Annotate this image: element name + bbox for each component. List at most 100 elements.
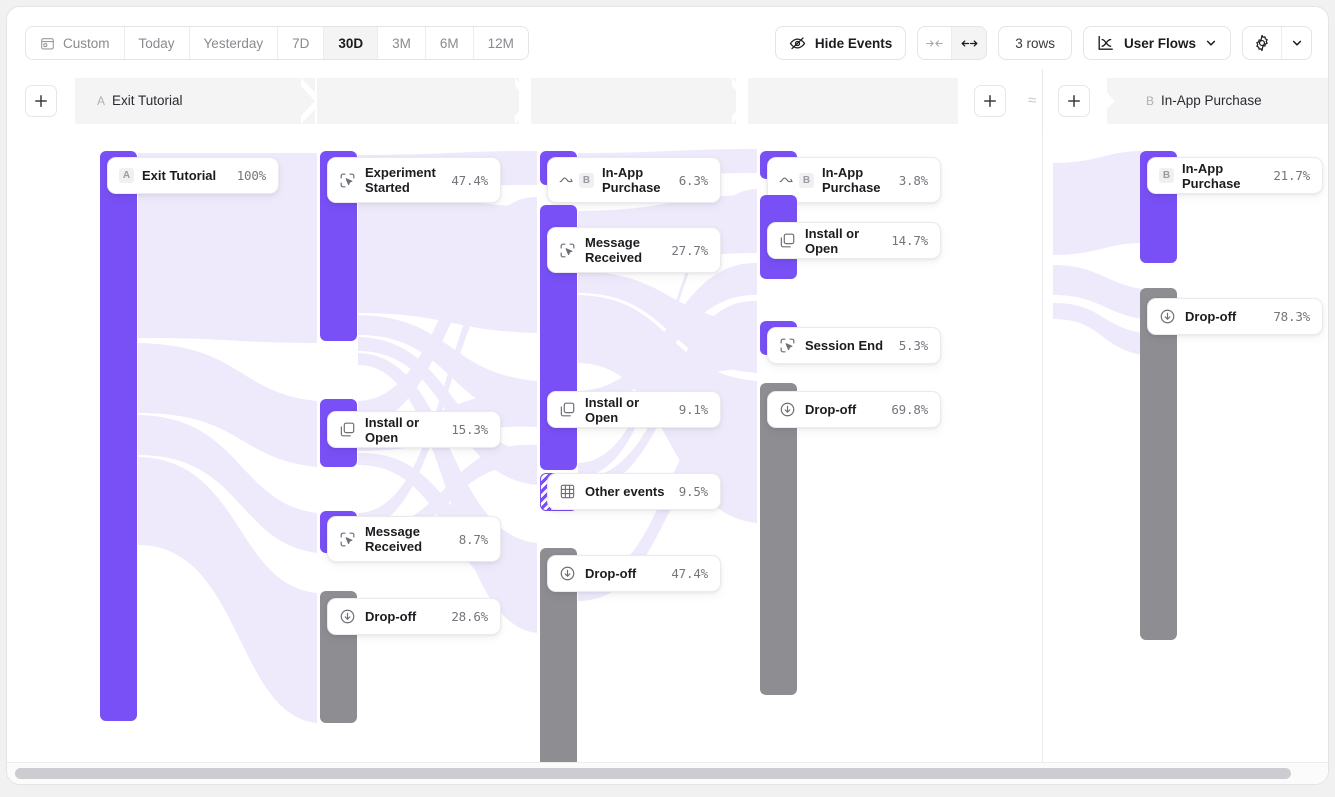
date-range-yesterday-label: Yesterday (203, 35, 264, 51)
node-value: 9.5% (678, 484, 709, 499)
node-message-received-c2[interactable]: Message Received 27.7% (547, 227, 721, 273)
date-range-7d-label: 7D (292, 35, 310, 51)
date-range-30d[interactable]: 30D (324, 27, 379, 59)
node-in-app-purchase-c4[interactable]: B In-App Purchase 21.7% (1147, 157, 1323, 194)
hide-events-button[interactable]: Hide Events (774, 26, 907, 60)
badge-a: A (119, 168, 134, 183)
date-range-12m[interactable]: 12M (473, 27, 528, 59)
node-in-app-purchase-c3[interactable]: B In-App Purchase 3.8% (767, 157, 941, 203)
node-dropoff-c2[interactable]: Drop-off 47.4% (547, 555, 721, 592)
date-range-custom-label: Custom (63, 35, 110, 51)
bar-dropoff-c3[interactable] (760, 383, 797, 695)
node-message-received-c1[interactable]: Message Received 8.7% (327, 516, 501, 562)
node-value: 78.3% (1273, 309, 1310, 324)
trend-icon (779, 174, 793, 186)
spacing-toggle-group[interactable] (917, 26, 988, 60)
date-range-custom[interactable]: Custom (26, 27, 125, 59)
step-chevron-4 (1093, 78, 1121, 124)
node-exit-tutorial[interactable]: A Exit Tutorial 100% (107, 157, 279, 194)
node-label: Drop-off (585, 566, 637, 581)
node-dropoff-c3[interactable]: Drop-off 69.8% (767, 391, 941, 428)
copy-icon (779, 232, 796, 249)
date-range-6m-label: 6M (439, 35, 459, 51)
node-value: 69.8% (891, 402, 928, 417)
view-mode-label: User Flows (1123, 35, 1196, 51)
node-other-events-c2[interactable]: Other events 9.5% (547, 473, 721, 510)
rows-count-label: 3 rows (1015, 35, 1055, 51)
node-value: 47.4% (451, 172, 488, 188)
settings-split-button[interactable] (1242, 26, 1312, 60)
node-label: Experiment Started (365, 165, 436, 195)
node-value: 3.8% (898, 172, 929, 188)
add-step-end-button[interactable] (1058, 85, 1090, 117)
node-install-or-open-c3[interactable]: Install or Open 14.7% (767, 222, 941, 259)
badge-b: B (579, 172, 594, 188)
flow-chart-icon (1097, 35, 1115, 52)
date-range-today[interactable]: Today (124, 27, 190, 59)
date-range-3m-label: 3M (392, 35, 411, 51)
sankey-canvas[interactable]: A Exit Tutorial 100% Experiment Started … (7, 133, 1328, 778)
date-range-6m[interactable]: 6M (425, 27, 474, 59)
plus-icon (984, 95, 996, 107)
node-label: Exit Tutorial (142, 168, 217, 183)
add-step-start-button[interactable] (25, 85, 57, 117)
view-mode-button[interactable]: User Flows (1082, 26, 1231, 60)
bar-exit-tutorial[interactable] (100, 151, 137, 721)
arrow-down-circle-icon (1159, 308, 1176, 325)
step-band-5[interactable] (1107, 78, 1328, 124)
step-band-2[interactable] (317, 78, 519, 124)
step-tag-b: B (1146, 93, 1155, 108)
toolbar: Custom Today Yesterday 7D 30D 3M 6M 12M (7, 7, 1328, 69)
date-range-segmented-control[interactable]: Custom Today Yesterday 7D 30D 3M 6M 12M (25, 26, 529, 60)
cursor-box-icon (559, 242, 576, 259)
arrow-down-circle-icon (779, 401, 796, 418)
node-value: 5.3% (898, 338, 929, 353)
plus-icon (1068, 95, 1080, 107)
plus-icon (35, 95, 47, 107)
step-chevron-3 (732, 78, 760, 124)
collapse-spacing-button[interactable] (918, 27, 953, 59)
node-install-or-open-c1[interactable]: Install or Open 15.3% (327, 411, 501, 448)
bar-dropoff-c4[interactable] (1140, 288, 1177, 640)
node-label: Drop-off (365, 609, 417, 624)
rows-count-button[interactable]: 3 rows (998, 26, 1072, 60)
add-step-middle-button[interactable] (974, 85, 1006, 117)
step-band-4[interactable] (748, 78, 958, 124)
node-value: 47.4% (671, 566, 708, 581)
node-value: 15.3% (451, 422, 488, 437)
node-label: Drop-off (805, 402, 857, 417)
node-install-or-open-c2[interactable]: Install or Open 9.1% (547, 391, 721, 428)
node-label: Other events (585, 484, 665, 499)
step-band-3[interactable] (531, 78, 736, 124)
date-range-7d[interactable]: 7D (278, 27, 325, 59)
date-range-today-label: Today (138, 35, 175, 51)
cursor-box-icon (779, 337, 796, 354)
step-label-start-text: Exit Tutorial (112, 93, 183, 108)
node-label: Message Received (365, 524, 423, 554)
horizontal-scrollbar-track[interactable] (7, 762, 1328, 784)
arrow-down-circle-icon (339, 608, 356, 625)
arrows-out-icon (961, 37, 978, 50)
node-label: Session End (805, 338, 884, 353)
node-value: 6.3% (678, 172, 709, 188)
node-experiment-started[interactable]: Experiment Started 47.4% (327, 157, 501, 203)
node-dropoff-c4[interactable]: Drop-off 78.3% (1147, 298, 1323, 335)
grid-icon (559, 483, 576, 500)
settings-button[interactable] (1243, 27, 1281, 59)
date-range-3m[interactable]: 3M (378, 27, 426, 59)
step-divider (1042, 69, 1043, 133)
trend-icon (559, 174, 573, 186)
cursor-box-icon (339, 172, 356, 189)
date-range-30d-label: 30D (338, 35, 364, 51)
step-band-1[interactable] (75, 78, 315, 124)
badge-b: B (799, 172, 814, 188)
cursor-box-icon (339, 531, 356, 548)
date-range-yesterday[interactable]: Yesterday (189, 27, 279, 59)
settings-dropdown-button[interactable] (1281, 27, 1311, 59)
expand-spacing-button[interactable] (952, 27, 987, 59)
node-in-app-purchase-c2[interactable]: B In-App Purchase 6.3% (547, 157, 721, 203)
horizontal-scrollbar-thumb[interactable] (15, 768, 1291, 779)
node-dropoff-c1[interactable]: Drop-off 28.6% (327, 598, 501, 635)
copy-icon (559, 401, 576, 418)
node-session-end-c3[interactable]: Session End 5.3% (767, 327, 941, 364)
